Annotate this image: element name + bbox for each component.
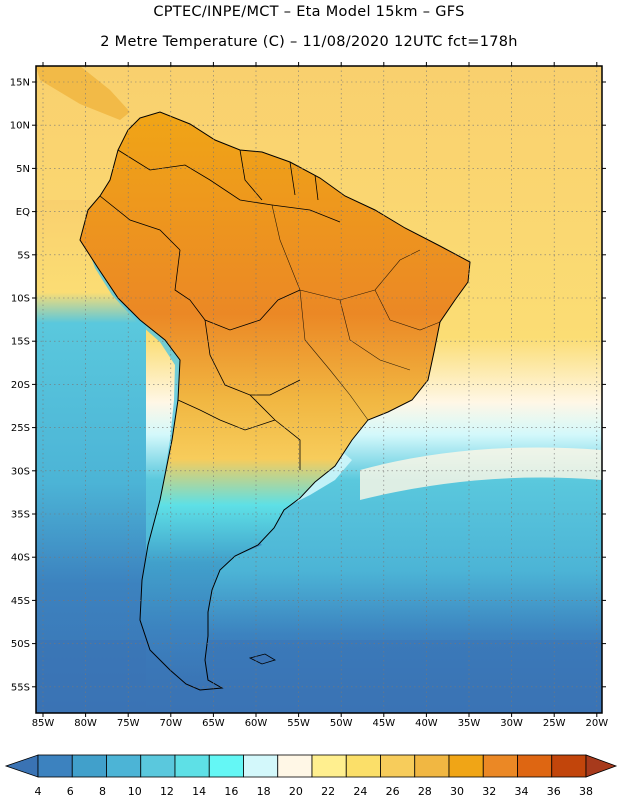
lon-label: 55W bbox=[287, 718, 310, 729]
latitude-axis: 15N 10N 5N EQ 5S 10S 15S 20S 25S 30S 35S 40S 45S 50S 5… bbox=[10, 78, 606, 693]
country-borders bbox=[99, 149, 341, 470]
colorbar-label: 4 bbox=[35, 785, 42, 798]
lat-label: 35S bbox=[11, 510, 30, 521]
colorbar-label: 8 bbox=[99, 785, 106, 798]
colorbar-label: 16 bbox=[224, 785, 238, 798]
map-title-line-2: 2 Metre Temperature (C) – 11/08/2020 12U… bbox=[100, 34, 518, 50]
lat-label: 55S bbox=[11, 682, 30, 693]
colorbar-legend: 4 6 8 10 12 14 16 18 20 22 24 26 28 30 32 34 36 38 bbox=[4, 754, 618, 798]
colorbar-label: 30 bbox=[450, 785, 464, 798]
map-title-line-1: CPTEC/INPE/MCT – Eta Model 15km – GFS bbox=[153, 4, 465, 20]
lat-label: 30S bbox=[11, 466, 30, 477]
lon-label: 60W bbox=[245, 718, 268, 729]
lat-label: 10N bbox=[10, 121, 30, 132]
colorbar-label: 36 bbox=[547, 785, 561, 798]
lon-label: 20W bbox=[585, 718, 608, 729]
colorbar-label: 22 bbox=[321, 785, 335, 798]
lat-label: EQ bbox=[16, 207, 30, 218]
lat-label: 15S bbox=[11, 337, 30, 348]
colorbar-swatch bbox=[243, 754, 279, 778]
colorbar-swatch bbox=[448, 754, 484, 778]
colorbar-swatch bbox=[414, 754, 450, 778]
colorbar-label: 18 bbox=[257, 785, 271, 798]
warm-band bbox=[360, 447, 602, 500]
colorbar-swatch bbox=[4, 754, 39, 778]
lon-label: 35W bbox=[458, 718, 481, 729]
colorbar-swatch bbox=[37, 754, 73, 778]
colorbar-label: 10 bbox=[128, 785, 142, 798]
colorbar-swatch bbox=[277, 754, 313, 778]
colorbar-swatch bbox=[482, 754, 518, 778]
lat-label: 10S bbox=[11, 294, 30, 305]
lon-label: 45W bbox=[372, 718, 395, 729]
colorbar-label: 32 bbox=[482, 785, 496, 798]
lat-label: 50S bbox=[11, 639, 30, 650]
lat-label: 25S bbox=[11, 423, 30, 434]
colorbar-swatch bbox=[585, 754, 618, 778]
lat-label: 40S bbox=[11, 553, 30, 564]
colorbar-label: 12 bbox=[160, 785, 174, 798]
lon-label: 85W bbox=[32, 718, 55, 729]
lat-label: 15N bbox=[10, 78, 30, 89]
lat-label: 20S bbox=[11, 380, 30, 391]
state-borders bbox=[271, 204, 441, 421]
colorbar-label: 28 bbox=[418, 785, 432, 798]
lon-label: 40W bbox=[415, 718, 438, 729]
colorbar-swatch bbox=[208, 754, 244, 778]
colorbar-swatch bbox=[106, 754, 142, 778]
colorbar-swatch bbox=[311, 754, 347, 778]
colorbar-swatch bbox=[345, 754, 381, 778]
colorbar-label: 24 bbox=[353, 785, 367, 798]
map-frame bbox=[35, 65, 603, 714]
colorbar-swatch bbox=[140, 754, 176, 778]
lon-label: 70W bbox=[159, 718, 182, 729]
lat-label: 45S bbox=[11, 596, 30, 607]
lon-label: 50W bbox=[330, 718, 353, 729]
colorbar-swatch bbox=[551, 754, 587, 778]
lon-label: 25W bbox=[543, 718, 566, 729]
colorbar-swatch bbox=[174, 754, 210, 778]
lat-label: 5S bbox=[17, 250, 30, 261]
colorbar-swatch bbox=[517, 754, 553, 778]
map-field bbox=[36, 66, 602, 713]
lon-label: 80W bbox=[74, 718, 97, 729]
colorbar-label: 14 bbox=[192, 785, 206, 798]
lon-label: 30W bbox=[500, 718, 523, 729]
colorbar-swatch bbox=[71, 754, 107, 778]
colorbar-label: 26 bbox=[386, 785, 400, 798]
longitude-axis: 85W 80W 75W 70W 65W 60W 55W 50W 45W 40W 35W 30W 25W 2… bbox=[32, 62, 608, 729]
lon-label: 75W bbox=[117, 718, 140, 729]
lat-label: 5N bbox=[16, 164, 30, 175]
colorbar-label: 20 bbox=[289, 785, 303, 798]
colorbar-label: 6 bbox=[67, 785, 74, 798]
colorbar-label: 38 bbox=[579, 785, 593, 798]
southern-ocean bbox=[36, 640, 602, 713]
central-america bbox=[36, 66, 130, 120]
colorbar-swatch bbox=[380, 754, 416, 778]
colorbar-label: 34 bbox=[515, 785, 529, 798]
lon-label: 65W bbox=[202, 718, 225, 729]
